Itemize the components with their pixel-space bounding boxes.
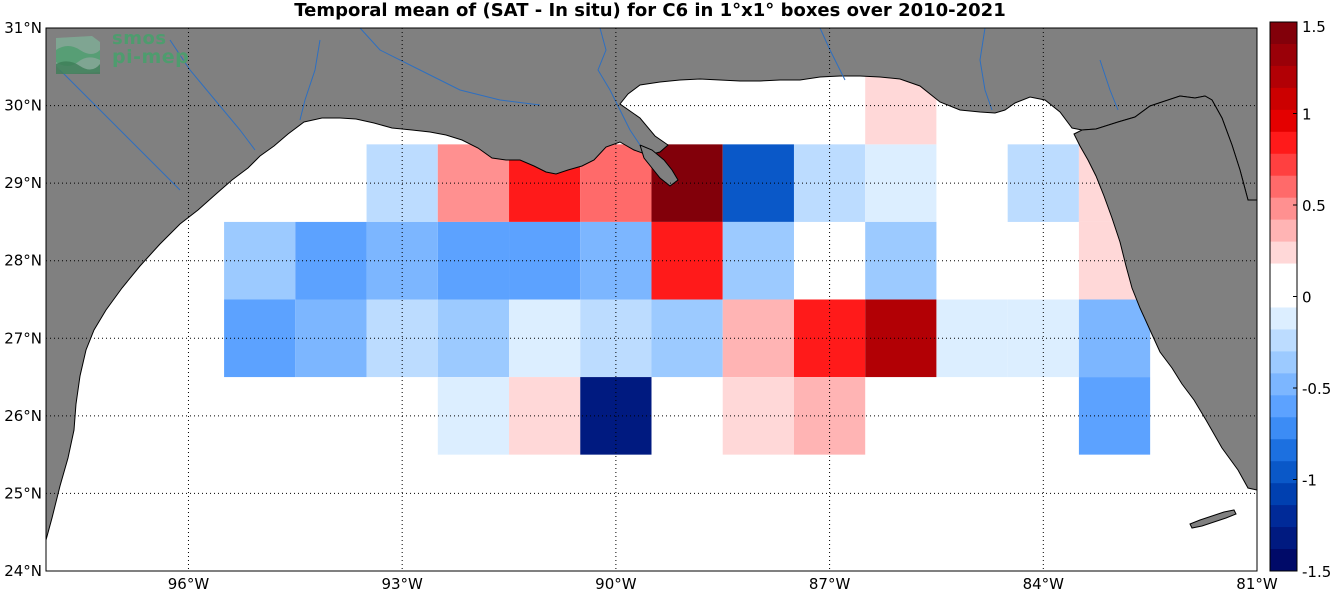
data-cell — [437, 377, 510, 455]
river-suwannee — [1099, 59, 1119, 111]
data-cell — [793, 377, 866, 455]
colorbar-segment — [1270, 461, 1297, 484]
river-mississippi — [597, 27, 641, 146]
land-florida — [1073, 95, 1258, 491]
latitude-tick-label: 29°N — [4, 174, 42, 192]
river-trinity — [169, 39, 256, 151]
colorbar-segment — [1270, 131, 1297, 155]
data-cell — [936, 299, 1008, 378]
colorbar-tick-label: 0.5 — [1302, 197, 1326, 215]
colorbar-segment — [1270, 527, 1297, 550]
data-cell — [865, 299, 937, 378]
river-red — [359, 27, 541, 106]
latitude-tick-label: 25°N — [4, 484, 42, 502]
colorbar — [1270, 22, 1297, 572]
colorbar-segment — [1270, 22, 1297, 45]
river-brazos — [59, 69, 181, 191]
data-cell — [509, 299, 581, 378]
colorbar-segment — [1270, 219, 1297, 243]
colorbar-segment — [1270, 307, 1297, 330]
colorbar-segment — [1270, 395, 1297, 418]
longitude-tick-label: 90°W — [595, 575, 637, 592]
colorbar-segment — [1270, 417, 1297, 440]
longitude-tick-label: 93°W — [381, 575, 423, 592]
latitude-tick-label: 28°N — [4, 252, 42, 270]
colorbar-segment — [1270, 549, 1297, 572]
colorbar-tick-label: 0 — [1302, 289, 1312, 307]
colorbar-segment — [1270, 483, 1297, 506]
data-cell — [224, 221, 296, 300]
data-cell — [224, 299, 296, 378]
colorbar-segment — [1270, 505, 1297, 528]
colorbar-segment — [1270, 175, 1297, 199]
colorbar-tick-label: 1.5 — [1302, 18, 1326, 36]
colorbar-segment — [1270, 43, 1297, 67]
colorbar-segment — [1270, 439, 1297, 462]
colorbar-segment — [1270, 197, 1297, 221]
river-sabine — [299, 39, 321, 121]
colorbar-tick-label: -0.5 — [1302, 380, 1331, 398]
data-cell — [865, 221, 937, 300]
data-cell — [509, 377, 581, 455]
latitude-tick-label: 30°N — [4, 97, 42, 115]
colorbar-segment — [1270, 263, 1297, 287]
smos-pimep-logo: smos pi-mep — [54, 28, 194, 78]
logo-text-smos: smos — [112, 28, 167, 49]
latitude-tick-labels: 24°N 25°N 26°N 27°N 28°N 29°N 30°N 31°N — [4, 19, 42, 580]
land-florida-keys — [1189, 509, 1237, 529]
data-cell — [509, 221, 581, 300]
colorbar-segment — [1270, 373, 1297, 396]
map-title: Temporal mean of (SAT - In situ) for C6 … — [294, 0, 1006, 21]
colorbar-segment — [1270, 241, 1297, 265]
colorbar-segment — [1270, 285, 1297, 308]
logo-text-pimep: pi-mep — [112, 46, 190, 68]
latitude-tick-label: 24°N — [4, 562, 42, 580]
data-cell — [152, 299, 225, 378]
colorbar-segment — [1270, 109, 1297, 133]
colorbar-tick-label: -1 — [1302, 472, 1317, 490]
map-frame — [45, 27, 1258, 572]
land-layer — [45, 27, 1258, 541]
data-cell — [580, 377, 652, 455]
colorbar-segment — [1270, 329, 1297, 352]
river-chattahoochee — [979, 27, 993, 111]
rivers-layer — [59, 27, 1119, 191]
longitude-tick-labels: 96°W 93°W 90°W 87°W 84°W 81°W — [168, 575, 1278, 592]
colorbar-segment — [1270, 65, 1297, 89]
colorbar-segment — [1270, 153, 1297, 177]
longitude-tick-label: 84°W — [1023, 575, 1065, 592]
data-cell — [437, 221, 510, 300]
latitude-tick-label: 26°N — [4, 407, 42, 425]
colorbar-tick-label: -1.5 — [1302, 563, 1331, 581]
river-alabama — [819, 27, 846, 81]
colorbar-segment — [1270, 87, 1297, 111]
data-cell — [865, 144, 937, 222]
latitude-tick-label: 27°N — [4, 329, 42, 347]
longitude-tick-label: 81°W — [1236, 575, 1278, 592]
logo-waves-icon — [56, 36, 100, 74]
colorbar-tick-label: 1 — [1302, 106, 1312, 124]
colorbar-tick-labels: 1.5 1 0.5 0 -0.5 -1 -1.5 — [1293, 18, 1331, 581]
latitude-tick-label: 31°N — [4, 19, 42, 37]
longitude-tick-label: 87°W — [809, 575, 851, 592]
colorbar-segment — [1270, 351, 1297, 374]
longitude-tick-label: 96°W — [168, 575, 210, 592]
data-cell — [437, 299, 510, 378]
